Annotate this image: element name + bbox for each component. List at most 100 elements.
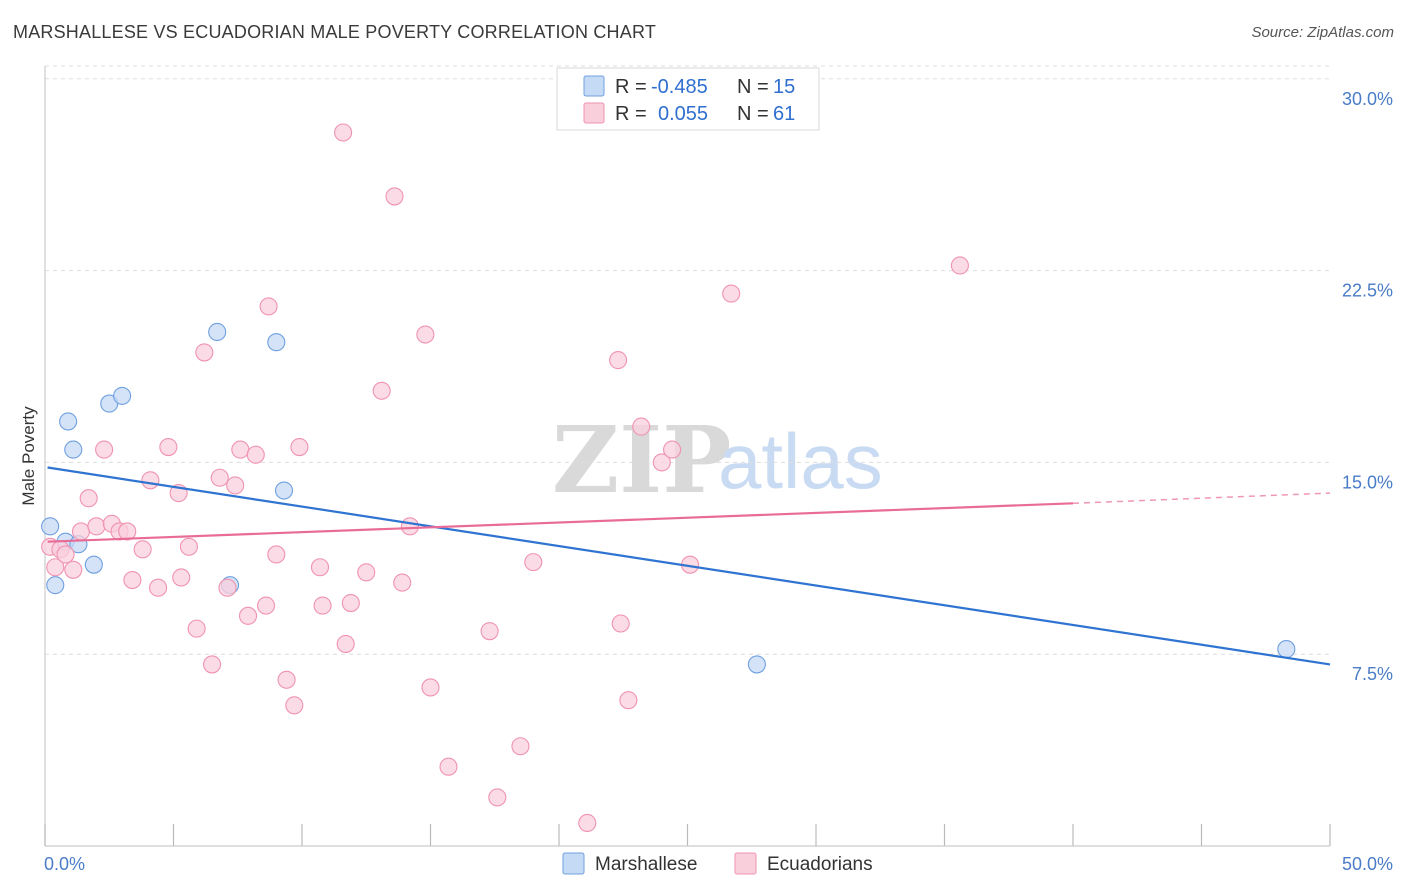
chart-source: Source: ZipAtlas.com: [1251, 24, 1394, 41]
ecuadorians-point: [64, 560, 83, 579]
ecuadorians-point: [231, 440, 250, 459]
ecuadorians-point: [385, 187, 404, 206]
marshallese-point: [1277, 640, 1296, 659]
ecuadorians-point: [611, 614, 630, 633]
ecuadorians-point: [238, 606, 258, 625]
y-axis-label: Male Poverty: [19, 406, 38, 506]
ecuadorians-point: [357, 563, 376, 582]
marshallese-point: [46, 576, 65, 595]
legend-r-label-1: R =: [615, 76, 647, 98]
ecuadorians-point: [141, 471, 160, 490]
ecuadorians-point: [652, 453, 671, 472]
y-tick-label: 30.0%: [1342, 89, 1393, 109]
legend-n-value-2: 61: [773, 103, 795, 125]
ecuadorians-point: [334, 123, 353, 142]
y-tick-label: 15.0%: [1342, 472, 1393, 492]
watermark-atlas: atlas: [718, 417, 883, 505]
x-tick-label-max: 50.0%: [1342, 854, 1393, 874]
ecuadorians-point: [95, 440, 114, 459]
legend-r-value-2: 0.055: [658, 103, 708, 125]
ecuadorians-point: [524, 553, 543, 572]
ecuadorians-point: [149, 578, 168, 597]
bottom-legend-swatch-ecuadorians: [734, 852, 757, 875]
marshallese-point: [84, 555, 103, 574]
chart-title: MARSHALLESE VS ECUADORIAN MALE POVERTY C…: [13, 22, 657, 42]
ecuadorians-point: [210, 468, 229, 487]
legend-bottom: Marshallese Ecuadorians: [562, 852, 873, 875]
watermark: ZIP atlas: [552, 406, 883, 514]
ecuadorians-point: [195, 343, 214, 362]
ecuadorians-point: [187, 619, 206, 638]
ecuadorians-point: [123, 570, 142, 590]
ecuadorians-point: [400, 517, 419, 536]
ecuadorians-point: [480, 622, 499, 641]
legend-n-label-1: N =: [737, 76, 769, 98]
marshallese-point: [747, 655, 766, 674]
ecuadorians-point: [578, 813, 597, 833]
ecuadorians-trend-extension: [1072, 492, 1331, 505]
ecuadorians-point: [246, 445, 265, 464]
ecuadorians-point: [259, 297, 278, 316]
marshallese-point: [113, 386, 132, 405]
ecuadorians-point: [179, 537, 198, 556]
ecuadorians-point: [133, 540, 152, 559]
ecuadorians-point: [341, 593, 360, 613]
data-points: [41, 123, 1296, 833]
y-tick-labels: 7.5% 15.0% 22.5% 30.0%: [1342, 89, 1393, 684]
legend-swatch-marshallese: [583, 75, 605, 97]
ecuadorians-point: [290, 437, 309, 457]
marshallese-point: [59, 412, 78, 431]
ecuadorians-point: [203, 655, 222, 674]
ecuadorians-point: [416, 325, 435, 344]
ecuadorians-point: [71, 522, 91, 541]
y-tick-label: 22.5%: [1342, 281, 1393, 301]
marshallese-point: [41, 517, 60, 536]
ecuadorians-point: [393, 573, 412, 592]
legend-n-value-1: 15: [773, 76, 795, 98]
bottom-legend-label-ecuadorians: Ecuadorians: [767, 854, 873, 875]
x-ticks: [44, 824, 1331, 846]
ecuadorians-point: [439, 757, 458, 776]
x-tick-label-min: 0.0%: [44, 854, 85, 874]
legend-top: R = -0.485 N = 15 R = 0.055 N = 61: [556, 67, 820, 131]
marshallese-trend-line: [47, 466, 1331, 666]
ecuadorians-point: [609, 351, 628, 370]
ecuadorians-point: [56, 545, 75, 564]
ecuadorians-point: [336, 634, 355, 654]
legend-r-value-1: -0.485: [651, 76, 708, 98]
ecuadorians-point: [950, 256, 969, 275]
ecuadorians-point: [663, 440, 682, 459]
ecuadorians-point: [488, 788, 507, 807]
ecuadorians-point: [256, 596, 276, 615]
ecuadorians-point: [313, 596, 332, 615]
bottom-legend-label-marshallese: Marshallese: [595, 854, 697, 875]
ecuadorians-point: [310, 558, 330, 577]
ecuadorians-point: [267, 545, 286, 564]
legend-swatch-ecuadorians: [583, 102, 605, 124]
ecuadorians-point: [46, 558, 65, 577]
y-tick-label: 7.5%: [1352, 664, 1393, 684]
ecuadorians-point: [421, 678, 440, 697]
ecuadorians-point: [87, 517, 106, 536]
ecuadorians-point: [511, 737, 530, 756]
ecuadorians-point: [79, 489, 98, 508]
ecuadorians-point: [722, 284, 741, 303]
legend-r-label-2: R =: [615, 103, 647, 125]
ecuadorians-point: [277, 670, 296, 689]
legend-n-label-2: N =: [737, 103, 769, 125]
ecuadorians-trend-line: [47, 502, 1074, 543]
ecuadorians-point: [118, 522, 137, 541]
ecuadorians-point: [218, 578, 237, 597]
ecuadorians-point: [172, 568, 191, 587]
marshallese-point: [267, 333, 286, 352]
ecuadorians-point: [226, 476, 245, 495]
ecuadorians-point: [285, 696, 304, 715]
bottom-legend-swatch-marshallese: [562, 852, 585, 875]
ecuadorians-point: [372, 381, 391, 400]
marshallese-point: [64, 440, 83, 459]
ecuadorians-point: [159, 437, 178, 457]
trend-lines: [47, 466, 1331, 666]
ecuadorians-point: [619, 691, 638, 710]
marshallese-point: [208, 322, 227, 342]
